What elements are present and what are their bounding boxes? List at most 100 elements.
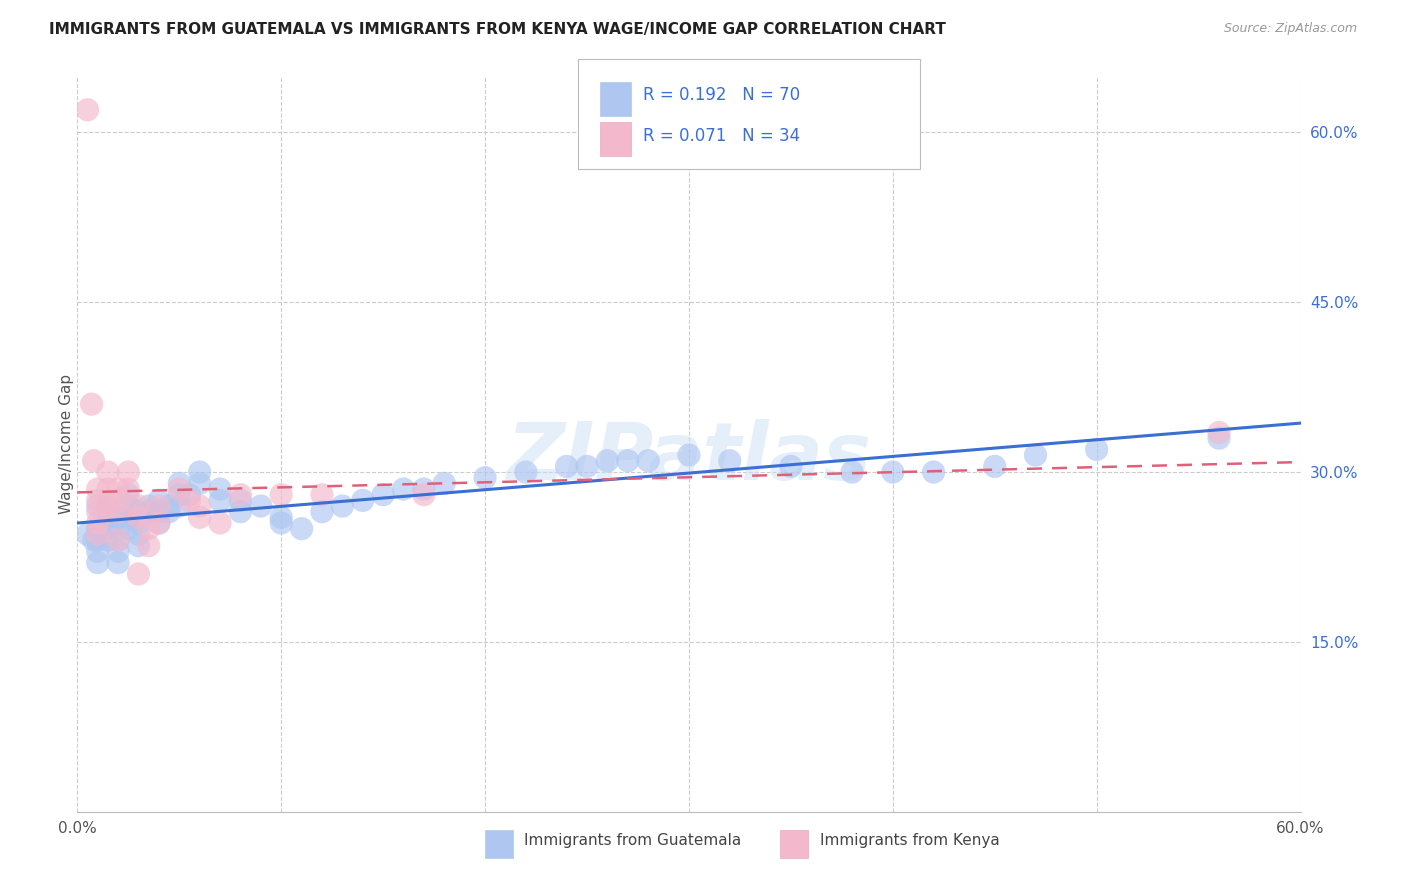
Point	[433, 476, 456, 491]
Text: R = 0.192   N = 70: R = 0.192 N = 70	[643, 86, 800, 103]
Point	[208, 516, 231, 530]
Point	[157, 505, 180, 519]
Point	[87, 505, 110, 519]
Text: R = 0.071   N = 34: R = 0.071 N = 34	[643, 127, 800, 145]
Point	[250, 499, 273, 513]
Point	[87, 482, 110, 496]
Point	[87, 522, 110, 536]
Point	[97, 510, 120, 524]
Point	[311, 488, 333, 502]
Point	[127, 566, 149, 581]
Point	[922, 465, 945, 479]
Text: Immigrants from Kenya: Immigrants from Kenya	[820, 833, 1000, 847]
Point	[352, 493, 374, 508]
Point	[229, 505, 252, 519]
Point	[157, 499, 180, 513]
Point	[127, 539, 149, 553]
Text: ZIPatlas: ZIPatlas	[506, 419, 872, 498]
Point	[188, 465, 211, 479]
Point	[148, 499, 170, 513]
Point	[148, 516, 170, 530]
Point	[127, 516, 149, 530]
Point	[188, 499, 211, 513]
Text: IMMIGRANTS FROM GUATEMALA VS IMMIGRANTS FROM KENYA WAGE/INCOME GAP CORRELATION C: IMMIGRANTS FROM GUATEMALA VS IMMIGRANTS …	[49, 22, 946, 37]
Point	[596, 454, 619, 468]
Point	[413, 488, 436, 502]
Point	[97, 533, 120, 547]
Point	[87, 556, 110, 570]
Point	[127, 510, 149, 524]
Text: Source: ZipAtlas.com: Source: ZipAtlas.com	[1223, 22, 1357, 36]
Point	[117, 465, 139, 479]
Point	[127, 505, 149, 519]
Point	[515, 465, 537, 479]
Point	[87, 516, 110, 530]
Point	[637, 454, 659, 468]
Point	[117, 499, 139, 513]
Point	[208, 493, 231, 508]
Point	[169, 476, 191, 491]
Point	[138, 499, 160, 513]
Point	[127, 527, 149, 541]
Point	[87, 544, 110, 558]
Point	[229, 488, 252, 502]
Point	[107, 493, 129, 508]
Point	[169, 499, 191, 513]
Point	[984, 459, 1007, 474]
Point	[555, 459, 578, 474]
Point	[117, 488, 139, 502]
Point	[97, 499, 120, 513]
Point	[138, 522, 160, 536]
Text: Immigrants from Guatemala: Immigrants from Guatemala	[524, 833, 742, 847]
Point	[1085, 442, 1108, 457]
Point	[1208, 431, 1230, 445]
Point	[97, 465, 120, 479]
Point	[882, 465, 904, 479]
Point	[169, 488, 191, 502]
Point	[290, 522, 312, 536]
Point	[179, 493, 201, 508]
Point	[107, 482, 129, 496]
Point	[87, 527, 110, 541]
Point	[117, 510, 139, 524]
Point	[179, 488, 201, 502]
Point	[87, 533, 110, 547]
Point	[107, 510, 129, 524]
Point	[87, 493, 110, 508]
Point	[617, 454, 640, 468]
Point	[107, 556, 129, 570]
Point	[83, 454, 105, 468]
Point	[208, 482, 231, 496]
Point	[117, 482, 139, 496]
Point	[107, 505, 129, 519]
Point	[107, 522, 129, 536]
Point	[371, 488, 394, 502]
Point	[678, 448, 700, 462]
Point	[117, 522, 139, 536]
Point	[576, 459, 599, 474]
Point	[107, 533, 129, 547]
Point	[474, 471, 496, 485]
Point	[311, 505, 333, 519]
Point	[1208, 425, 1230, 440]
Point	[80, 397, 103, 411]
Point	[188, 476, 211, 491]
Point	[270, 488, 292, 502]
Point	[188, 510, 211, 524]
Point	[83, 533, 105, 547]
Point	[332, 499, 354, 513]
Point	[97, 499, 120, 513]
Point	[779, 459, 801, 474]
Point	[413, 482, 436, 496]
Point	[229, 493, 252, 508]
Point	[107, 533, 129, 547]
Point	[76, 103, 98, 117]
Point	[76, 527, 98, 541]
Point	[169, 482, 191, 496]
Point	[107, 544, 129, 558]
Point	[718, 454, 741, 468]
Y-axis label: Wage/Income Gap: Wage/Income Gap	[59, 374, 73, 514]
Point	[270, 510, 292, 524]
Point	[97, 522, 120, 536]
Point	[138, 539, 160, 553]
